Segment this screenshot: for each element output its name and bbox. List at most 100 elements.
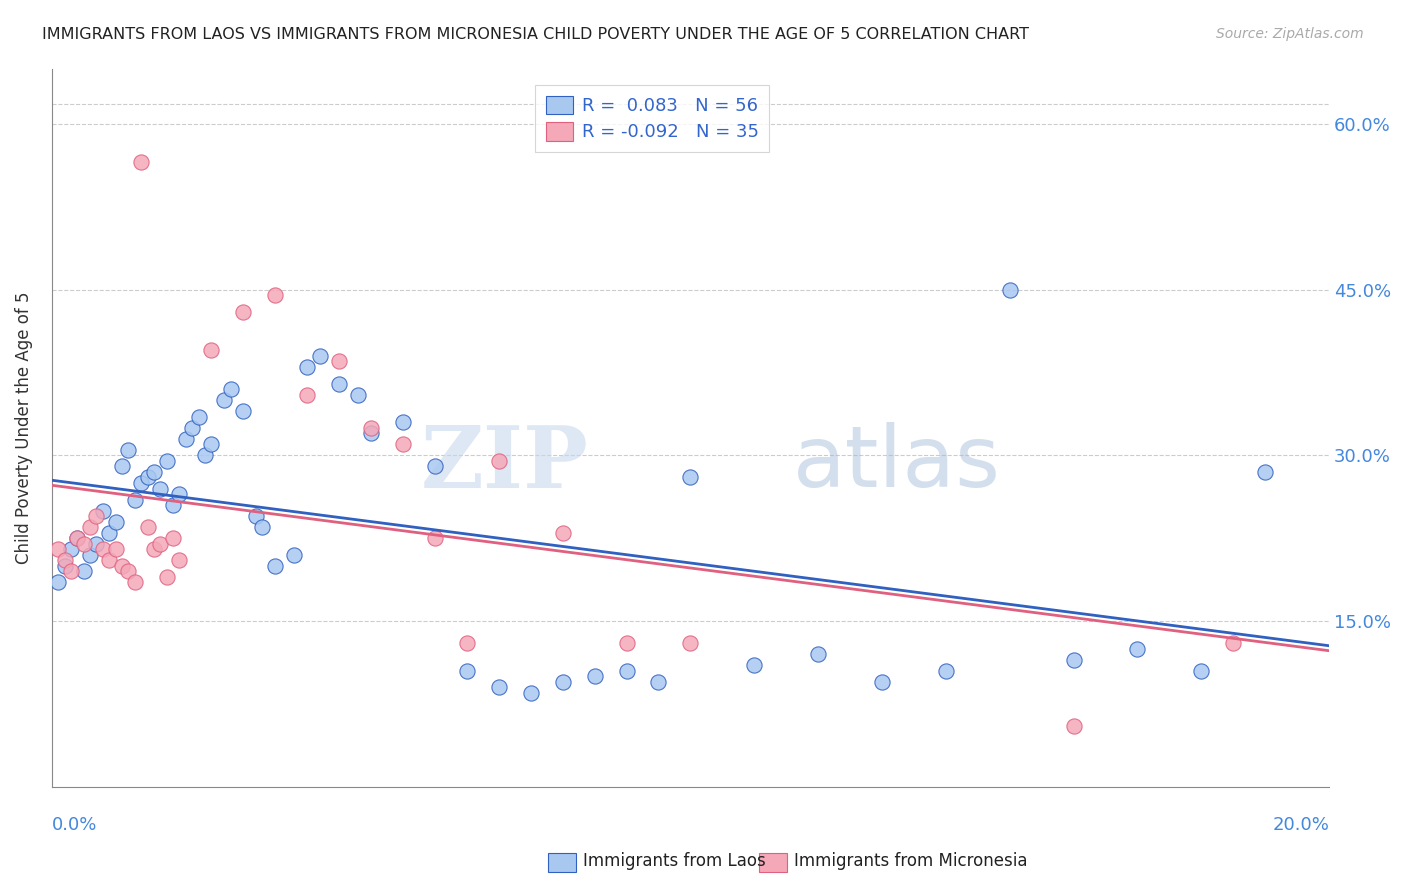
Point — [136, 520, 159, 534]
Y-axis label: Child Poverty Under the Age of 5: Child Poverty Under the Age of 5 — [15, 292, 32, 564]
Point — [679, 470, 702, 484]
Point — [1126, 641, 1149, 656]
FancyBboxPatch shape — [548, 853, 576, 872]
Point — [86, 509, 108, 524]
Point — [212, 393, 235, 408]
Point — [124, 575, 146, 590]
Point — [73, 537, 96, 551]
Text: 0.0%: 0.0% — [52, 815, 97, 834]
Point — [91, 542, 114, 557]
Point — [117, 442, 139, 457]
Point — [870, 674, 893, 689]
Text: ZIP: ZIP — [420, 422, 588, 506]
Point — [1189, 664, 1212, 678]
Point — [73, 565, 96, 579]
Point — [91, 503, 114, 517]
Point — [392, 415, 415, 429]
FancyBboxPatch shape — [759, 853, 787, 872]
Point — [583, 669, 606, 683]
Point — [200, 343, 222, 358]
Text: Immigrants from Laos: Immigrants from Laos — [583, 852, 766, 870]
Point — [616, 636, 638, 650]
Point — [232, 304, 254, 318]
Point — [98, 525, 121, 540]
Point — [111, 558, 134, 573]
Point — [129, 155, 152, 169]
Point — [1063, 653, 1085, 667]
Point — [86, 537, 108, 551]
Point — [360, 426, 382, 441]
Point — [392, 437, 415, 451]
Point — [551, 674, 574, 689]
Point — [136, 470, 159, 484]
Point — [219, 382, 242, 396]
Point — [295, 387, 318, 401]
Point — [679, 636, 702, 650]
Point — [169, 487, 191, 501]
Point — [142, 542, 165, 557]
Point — [66, 531, 89, 545]
Point — [46, 575, 69, 590]
Point — [245, 509, 267, 524]
Point — [181, 421, 204, 435]
Point — [742, 658, 765, 673]
Point — [156, 570, 179, 584]
Point — [252, 520, 274, 534]
Point — [200, 437, 222, 451]
Point — [283, 548, 305, 562]
Point — [53, 553, 76, 567]
Legend: R =  0.083   N = 56, R = -0.092   N = 35: R = 0.083 N = 56, R = -0.092 N = 35 — [534, 85, 769, 153]
Point — [807, 648, 830, 662]
Point — [328, 376, 350, 391]
Text: atlas: atlas — [793, 422, 1001, 505]
Point — [616, 664, 638, 678]
Point — [174, 432, 197, 446]
Point — [1222, 636, 1244, 650]
Point — [142, 465, 165, 479]
Point — [117, 565, 139, 579]
Point — [295, 359, 318, 374]
Point — [347, 387, 370, 401]
Point — [1063, 719, 1085, 733]
Point — [328, 354, 350, 368]
Text: Source: ZipAtlas.com: Source: ZipAtlas.com — [1216, 27, 1364, 41]
Point — [59, 565, 82, 579]
Point — [488, 454, 510, 468]
Point — [551, 525, 574, 540]
Point — [162, 531, 184, 545]
Point — [935, 664, 957, 678]
Point — [149, 482, 172, 496]
Point — [194, 448, 217, 462]
Point — [1254, 465, 1277, 479]
Point — [79, 520, 101, 534]
Point — [456, 636, 478, 650]
Point — [169, 553, 191, 567]
Point — [264, 288, 287, 302]
Point — [488, 681, 510, 695]
Point — [46, 542, 69, 557]
Point — [129, 475, 152, 490]
Text: IMMIGRANTS FROM LAOS VS IMMIGRANTS FROM MICRONESIA CHILD POVERTY UNDER THE AGE O: IMMIGRANTS FROM LAOS VS IMMIGRANTS FROM … — [42, 27, 1029, 42]
Point — [232, 404, 254, 418]
Point — [149, 537, 172, 551]
Point — [59, 542, 82, 557]
Point — [519, 686, 541, 700]
Point — [66, 531, 89, 545]
Point — [104, 515, 127, 529]
Point — [456, 664, 478, 678]
Point — [98, 553, 121, 567]
Point — [156, 454, 179, 468]
Text: Immigrants from Micronesia: Immigrants from Micronesia — [794, 852, 1028, 870]
Point — [309, 349, 332, 363]
Point — [104, 542, 127, 557]
Point — [162, 498, 184, 512]
Point — [423, 459, 446, 474]
Point — [79, 548, 101, 562]
Point — [647, 674, 669, 689]
Point — [187, 409, 209, 424]
Point — [264, 558, 287, 573]
Point — [124, 492, 146, 507]
Point — [360, 421, 382, 435]
Point — [53, 558, 76, 573]
Point — [111, 459, 134, 474]
